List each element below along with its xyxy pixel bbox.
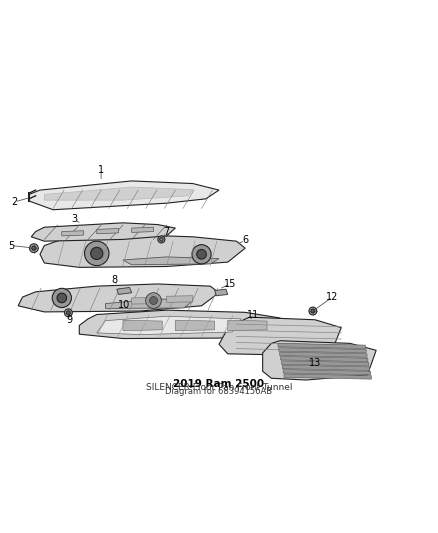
Circle shape: [158, 236, 165, 243]
Polygon shape: [97, 316, 241, 335]
Text: 15: 15: [224, 279, 236, 289]
Circle shape: [150, 297, 157, 304]
Polygon shape: [97, 229, 119, 234]
Polygon shape: [18, 284, 219, 312]
Polygon shape: [228, 320, 267, 330]
Circle shape: [159, 238, 163, 241]
Polygon shape: [117, 287, 132, 294]
Polygon shape: [166, 296, 193, 302]
Polygon shape: [123, 320, 162, 330]
Polygon shape: [219, 317, 341, 354]
Polygon shape: [29, 181, 219, 210]
Polygon shape: [132, 297, 158, 304]
Polygon shape: [263, 341, 376, 380]
Polygon shape: [79, 310, 280, 338]
Circle shape: [29, 244, 38, 253]
Circle shape: [192, 245, 211, 264]
Circle shape: [52, 288, 71, 308]
Circle shape: [146, 293, 161, 309]
Text: 6: 6: [242, 235, 248, 245]
Text: 1: 1: [98, 165, 104, 175]
Circle shape: [57, 293, 67, 303]
Polygon shape: [283, 365, 370, 370]
Text: 12: 12: [326, 292, 339, 302]
Text: 11: 11: [247, 310, 259, 320]
Circle shape: [311, 309, 315, 313]
Text: 7: 7: [163, 228, 170, 237]
Polygon shape: [175, 320, 215, 330]
Text: 2019 Ram 2500: 2019 Ram 2500: [173, 378, 265, 389]
Text: 13: 13: [309, 358, 321, 368]
Polygon shape: [62, 231, 84, 236]
Polygon shape: [106, 299, 193, 309]
Polygon shape: [279, 348, 366, 353]
Text: 8: 8: [111, 276, 117, 286]
Text: 2: 2: [11, 197, 18, 207]
Polygon shape: [132, 227, 153, 232]
Circle shape: [309, 307, 317, 315]
Polygon shape: [281, 357, 368, 362]
Text: 5: 5: [8, 240, 15, 251]
Polygon shape: [123, 257, 219, 265]
Text: SILENCER-Floor Pan Front Tunnel: SILENCER-Floor Pan Front Tunnel: [146, 383, 292, 392]
Text: 10: 10: [118, 300, 130, 310]
Circle shape: [32, 246, 36, 251]
Polygon shape: [284, 374, 371, 379]
Circle shape: [85, 241, 109, 265]
Polygon shape: [40, 235, 245, 268]
Circle shape: [64, 309, 72, 317]
Text: 3: 3: [71, 214, 77, 224]
Polygon shape: [278, 343, 365, 349]
Polygon shape: [283, 369, 371, 375]
Polygon shape: [44, 187, 193, 200]
Circle shape: [197, 249, 206, 259]
Polygon shape: [282, 361, 369, 366]
Circle shape: [91, 247, 103, 260]
Polygon shape: [215, 289, 228, 296]
Text: 9: 9: [67, 315, 73, 325]
Polygon shape: [31, 223, 175, 241]
Circle shape: [67, 311, 71, 315]
Polygon shape: [280, 352, 367, 357]
Text: Diagram for 68394156AB: Diagram for 68394156AB: [166, 387, 272, 397]
